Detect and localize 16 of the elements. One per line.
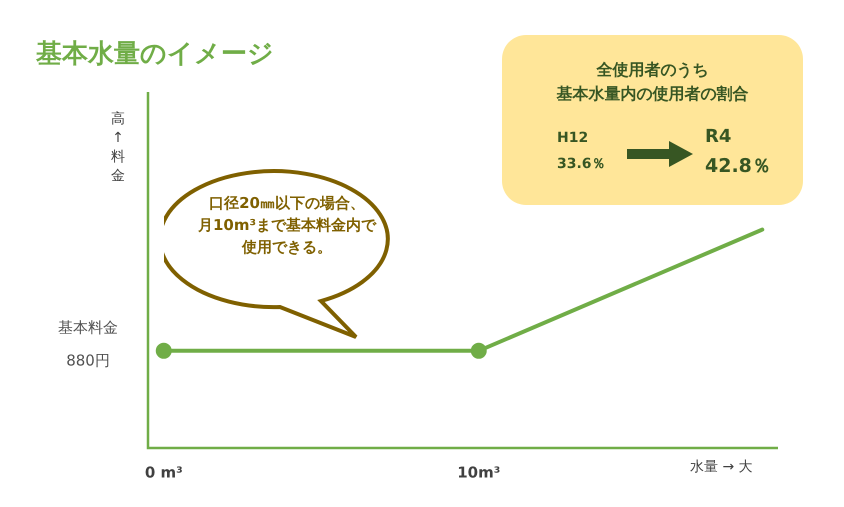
text: 口径20㎜以下の場合、	[208, 193, 366, 214]
x-tick-label: 0 m³	[144, 463, 183, 482]
x-tick-label: 10m³	[457, 463, 500, 482]
text: 880円	[66, 352, 110, 370]
annotation: 月10m³まで基本料金内で	[196, 215, 378, 236]
text: 33.6％	[557, 155, 606, 173]
x-axis-title: 水量 → 大	[690, 458, 753, 476]
text: 基本料金	[58, 318, 118, 337]
text: 全使用者のうち	[595, 59, 710, 81]
text: 42.8％	[705, 154, 771, 179]
annotation: 使用できる。	[240, 237, 333, 258]
y-axis-title: 高↑料金	[110, 110, 126, 186]
text: H12	[557, 130, 588, 146]
text: 基本水量内の使用者の割合	[556, 83, 750, 105]
chart-title: 基本水量のイメージ	[36, 38, 274, 71]
text: R4	[705, 126, 732, 147]
